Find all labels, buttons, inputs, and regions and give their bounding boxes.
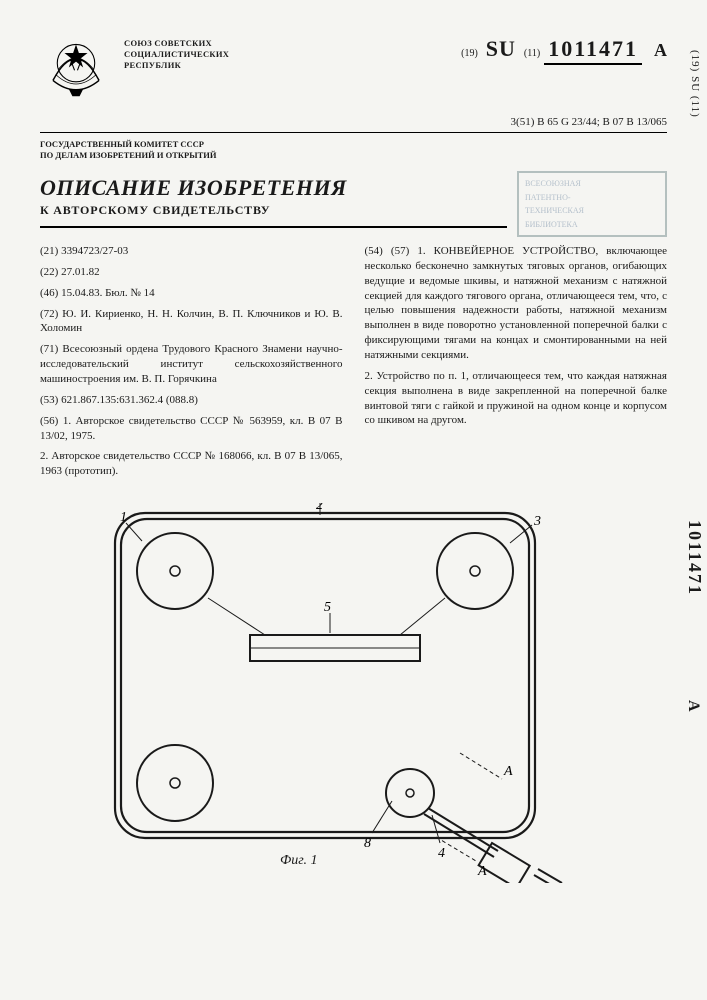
union-line-3: РЕСПУБЛИК [124, 60, 449, 71]
patent-number: 1011471 [544, 36, 642, 65]
stamp-line-1: ВСЕСОЮЗНАЯ [525, 178, 659, 189]
sub-title: К АВТОРСКОМУ СВИДЕТЕЛЬСТВУ [40, 203, 507, 228]
conveyor-diagram-icon: 1 2 3 5 8 4 A A [40, 503, 640, 883]
union-line-2: СОЦИАЛИСТИЧЕСКИХ [124, 49, 449, 60]
ussr-emblem-icon [40, 30, 112, 102]
stamp-line-2: ПАТЕНТНО- [525, 192, 659, 203]
side-country-code: (19) SU (11) [689, 50, 701, 118]
field-71-applicant: (71) Всесоюзный ордена Трудового Красног… [40, 342, 343, 387]
header-row: СОЮЗ СОВЕТСКИХ СОЦИАЛИСТИЧЕСКИХ РЕСПУБЛИ… [40, 30, 667, 102]
field-21: (21) 3394723/27-03 [40, 244, 343, 259]
main-title: ОПИСАНИЕ ИЗОБРЕТЕНИЯ [40, 175, 507, 201]
doc-suffix: A [646, 40, 667, 60]
side-patent-number: 1011471 [684, 520, 705, 596]
side-suffix: A [684, 700, 702, 712]
section-a-bottom: A [477, 864, 487, 879]
field-53: (53) 621.867.135:631.362.4 (088.8) [40, 393, 343, 408]
union-line-1: СОЮЗ СОВЕТСКИХ [124, 38, 449, 49]
figure-label: Фиг. 1 [280, 853, 318, 869]
title-left: ОПИСАНИЕ ИЗОБРЕТЕНИЯ К АВТОРСКОМУ СВИДЕТ… [40, 175, 507, 244]
patent-page: СОЮЗ СОВЕТСКИХ СОЦИАЛИСТИЧЕСКИХ РЕСПУБЛИ… [0, 0, 707, 903]
right-column: (54) (57) 1. КОНВЕЙЕРНОЕ УСТРОЙСТВО, вкл… [365, 244, 668, 485]
stamp-line-3: ТЕХНИЧЕСКАЯ [525, 205, 659, 216]
abstract-claim-2: 2. Устройство по п. 1, отличающееся тем,… [365, 369, 668, 428]
document-number: (19) SU (11) 1011471 A [461, 30, 667, 62]
field-46: (46) 15.04.83. Бюл. № 14 [40, 286, 343, 301]
callout-3: 3 [533, 514, 541, 529]
callout-2: 2 [316, 503, 323, 513]
callout-8: 8 [364, 836, 371, 851]
country-code: SU [482, 36, 520, 61]
field-56-ref2: 2. Авторское свидетельство СССР № 168066… [40, 449, 343, 479]
field-22: (22) 27.01.82 [40, 265, 343, 280]
committee-block: ГОСУДАРСТВЕННЫЙ КОМИТЕТ СССР ПО ДЕЛАМ ИЗ… [40, 139, 667, 161]
prefix-11: (11) [524, 48, 540, 59]
callout-4: 4 [438, 846, 445, 861]
callout-5: 5 [324, 600, 331, 615]
field-56-ref1: (56) 1. Авторское свидетельство СССР № 5… [40, 414, 343, 444]
stamp-line-4: БИБЛИОТЕКА [525, 219, 659, 230]
callout-1: 1 [120, 510, 127, 525]
committee-line-2: ПО ДЕЛАМ ИЗОБРЕТЕНИЙ И ОТКРЫТИЙ [40, 150, 667, 161]
prefix-19: (19) [461, 48, 478, 59]
text-columns: (21) 3394723/27-03 (22) 27.01.82 (46) 15… [40, 244, 667, 485]
section-a-top: A [503, 764, 513, 779]
classification-line: 3(51) B 65 G 23/44; B 07 B 13/065 [40, 110, 667, 133]
title-block: ОПИСАНИЕ ИЗОБРЕТЕНИЯ К АВТОРСКОМУ СВИДЕТ… [40, 175, 667, 244]
committee-line-1: ГОСУДАРСТВЕННЫЙ КОМИТЕТ СССР [40, 139, 667, 150]
figure-1: 1 2 3 5 8 4 A A Фиг. 1 [40, 503, 667, 883]
abstract-claim-1: (54) (57) 1. КОНВЕЙЕРНОЕ УСТРОЙСТВО, вкл… [365, 244, 668, 363]
left-column: (21) 3394723/27-03 (22) 27.01.82 (46) 15… [40, 244, 343, 485]
library-stamp: ВСЕСОЮЗНАЯ ПАТЕНТНО- ТЕХНИЧЕСКАЯ БИБЛИОТ… [517, 171, 667, 237]
header-text: СОЮЗ СОВЕТСКИХ СОЦИАЛИСТИЧЕСКИХ РЕСПУБЛИ… [124, 30, 449, 71]
field-72-authors: (72) Ю. И. Кириенко, Н. Н. Колчин, В. П.… [40, 307, 343, 337]
